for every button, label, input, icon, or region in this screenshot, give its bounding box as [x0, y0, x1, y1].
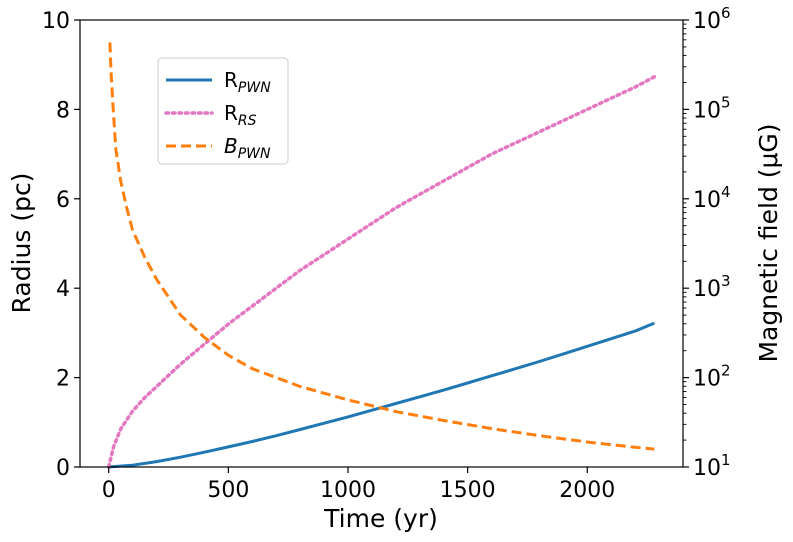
y-right-tick-label: 104	[693, 183, 731, 213]
legend-label-b-pwn: BPWN	[224, 134, 271, 162]
y-right-tick-label: 105	[693, 93, 731, 123]
y-right-tick-label: 106	[693, 4, 731, 34]
plot-lines	[106, 42, 657, 469]
y-left-tick-label: 6	[56, 188, 70, 213]
y-right-tick-label: 102	[693, 362, 731, 392]
y-right-axis-title: Magnetic field (μG)	[754, 123, 783, 362]
y-left-tick-label: 8	[56, 98, 70, 123]
series-line-r-pwn	[108, 321, 655, 469]
y-right-tick-label: 103	[693, 272, 731, 302]
y-left-tick-label: 4	[56, 277, 70, 302]
plot-frame	[79, 19, 684, 468]
legend-label-r-pwn: RPWN	[224, 68, 271, 96]
x-tick-label: 2000	[559, 478, 615, 503]
ticks: 0 500 1000 1500 2000 0 2 4 6 8 10 101 102 103 104 105 10…	[42, 4, 731, 503]
y-right-tick-label: 101	[693, 451, 731, 481]
series-line-r-rs	[106, 75, 657, 469]
y-left-tick-label: 0	[56, 456, 70, 481]
y-left-tick-label: 10	[42, 9, 70, 34]
y-left-axis-title: Radius (pc)	[7, 173, 36, 314]
x-tick-label: 1000	[320, 478, 376, 503]
legend-label-r-rs: RRS	[224, 101, 257, 129]
y-left-tick-label: 2	[56, 367, 70, 392]
x-axis-title: Time (yr)	[323, 504, 438, 533]
x-tick-label: 1500	[440, 478, 496, 503]
x-tick-label: 500	[207, 478, 249, 503]
legend: RPWN RRS BPWN	[157, 57, 289, 165]
series-line-b-pwn	[108, 42, 655, 451]
x-tick-label: 0	[102, 478, 116, 503]
legend-box	[157, 57, 289, 165]
